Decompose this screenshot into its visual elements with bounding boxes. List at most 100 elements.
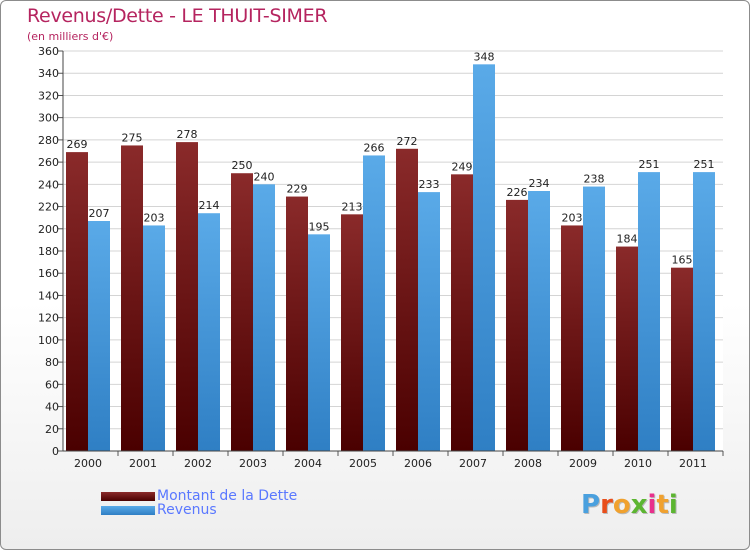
y-tick-label: 160 (38, 267, 59, 280)
bar-revenus (198, 213, 220, 451)
y-tick-label: 100 (38, 334, 59, 347)
bar-revenus (473, 64, 495, 452)
legend-item-dette: Montant de la Dette (101, 488, 298, 504)
logo-letter: P (581, 490, 601, 520)
data-label: 278 (177, 128, 198, 141)
data-label: 207 (89, 207, 110, 220)
y-tick-label: 300 (38, 112, 59, 125)
x-tick-label: 2009 (569, 457, 597, 470)
bar-revenus (363, 155, 385, 451)
legend-item-revenus: Revenus (101, 502, 217, 518)
x-axis: 2000 2001 2002 2003 2004 2005 2006 2007 2008 2009… (63, 450, 724, 470)
data-label: 249 (452, 160, 473, 173)
data-label: 229 (287, 183, 308, 196)
data-label: 226 (507, 186, 528, 199)
bar-dette (286, 196, 308, 451)
x-tick-label: 2003 (239, 457, 267, 470)
y-tick-label: 220 (38, 201, 59, 214)
bar-dette (396, 148, 418, 451)
y-tick-label: 240 (38, 178, 59, 191)
x-tick-label: 2000 (74, 457, 102, 470)
y-tick-label: 360 (38, 45, 59, 58)
logo-letter: t (656, 490, 669, 520)
data-label: 165 (672, 254, 693, 267)
data-label: 275 (122, 131, 143, 144)
chart-subtitle: (en milliers d'€) (27, 30, 114, 43)
logo-letter: x (630, 490, 648, 520)
bar-dette (341, 214, 363, 451)
x-tick-label: 2005 (349, 457, 377, 470)
bar-dette (451, 174, 473, 452)
bar-dette (66, 152, 88, 451)
bar-dette (561, 225, 583, 451)
data-label: 203 (144, 211, 165, 224)
data-label: 348 (474, 50, 495, 63)
y-axis: 0 20 40 60 80 100 120 140 160 180 200 220 240 260 280 3… (38, 45, 64, 458)
logo-letter: i (647, 490, 657, 520)
bar-dette (231, 173, 253, 451)
x-tick-label: 2002 (184, 457, 212, 470)
x-tick-label: 2001 (129, 457, 157, 470)
legend-label-revenus: Revenus (157, 502, 217, 518)
data-label: 250 (232, 159, 253, 172)
y-tick-label: 20 (45, 423, 59, 436)
bar-revenus (583, 186, 605, 452)
x-tick-label: 2004 (294, 457, 322, 470)
data-label: 213 (342, 200, 363, 213)
data-label: 214 (199, 199, 220, 212)
data-label: 240 (254, 170, 275, 183)
data-label: 266 (364, 141, 385, 154)
logo-letter: i (668, 490, 678, 520)
y-tick-label: 260 (38, 156, 59, 169)
bar-revenus (418, 192, 440, 451)
data-label: 272 (397, 135, 418, 148)
bar-revenus (88, 221, 110, 451)
data-label: 233 (419, 178, 440, 191)
x-tick-label: 2007 (459, 457, 487, 470)
data-label: 238 (584, 173, 605, 186)
data-label: 251 (639, 158, 660, 171)
bar-dette (506, 199, 528, 451)
gridlines (63, 50, 723, 452)
bar-revenus (528, 191, 550, 451)
data-label: 269 (67, 138, 88, 151)
y-tick-label: 180 (38, 245, 59, 258)
y-tick-label: 140 (38, 289, 59, 302)
bar-revenus (143, 225, 165, 451)
y-tick-label: 120 (38, 312, 59, 325)
y-tick-label: 80 (45, 356, 59, 369)
x-tick-label: 2011 (679, 457, 707, 470)
y-tick-label: 340 (38, 67, 59, 80)
data-label: 234 (529, 177, 550, 190)
bar-dette (176, 142, 198, 451)
bar-revenus (253, 184, 275, 452)
legend-swatch-dette (101, 491, 155, 501)
y-tick-label: 0 (52, 445, 59, 458)
logo-letter: r (600, 490, 613, 520)
chart-title: Revenus/Dette - LE THUIT-SIMER (27, 5, 328, 27)
x-tick-label: 2010 (624, 457, 652, 470)
bar-dette (671, 267, 693, 451)
bars (66, 64, 715, 452)
bar-revenus (638, 172, 660, 451)
data-label: 203 (562, 211, 583, 224)
legend-label-dette: Montant de la Dette (157, 488, 298, 504)
data-label: 184 (617, 233, 638, 246)
y-tick-label: 40 (45, 401, 59, 414)
bar-revenus (693, 172, 715, 451)
logo-letter: o (612, 490, 631, 520)
y-tick-label: 60 (45, 378, 59, 391)
x-tick-label: 2006 (404, 457, 432, 470)
bar-revenus (308, 234, 330, 451)
proxiti-logo: Proxiti (581, 490, 678, 520)
x-tick-label: 2008 (514, 457, 542, 470)
y-tick-label: 320 (38, 89, 59, 102)
legend-swatch-revenus (101, 505, 155, 515)
bar-dette (121, 145, 143, 451)
bar-dette (616, 246, 638, 451)
data-label: 251 (694, 158, 715, 171)
y-tick-label: 280 (38, 134, 59, 147)
